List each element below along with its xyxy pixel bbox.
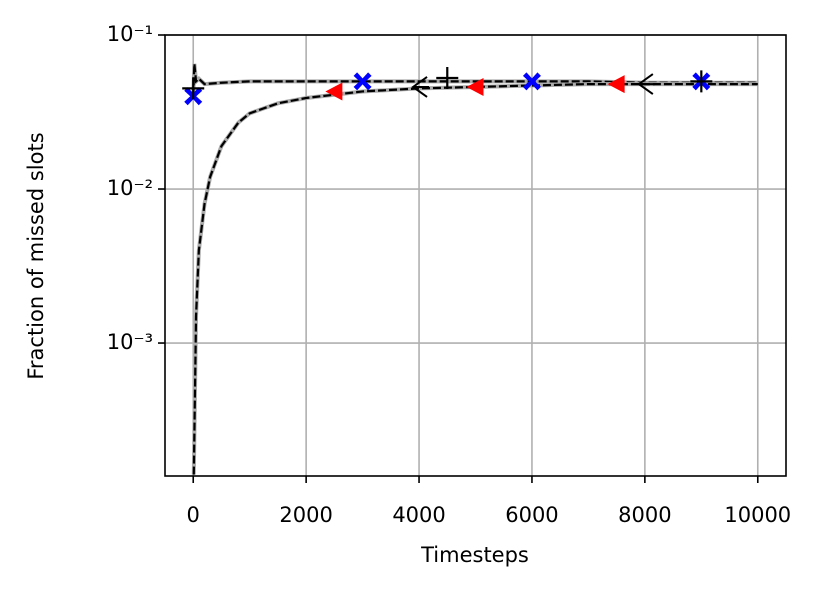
x-tick-label: 10000 (724, 503, 791, 527)
triangle-marker (325, 82, 343, 101)
x-marker (353, 72, 372, 91)
x-axis-label: Timesteps (420, 543, 529, 567)
y-tick-label: 10⁻¹ (107, 22, 153, 46)
y-tick-label: 10⁻³ (107, 330, 153, 354)
plot-frame (164, 34, 787, 477)
x-tick-label: 2000 (279, 503, 332, 527)
plus-marker (690, 70, 713, 93)
x-marker (522, 72, 541, 91)
plot-area (182, 63, 758, 475)
y-tick-label: 10⁻² (107, 176, 153, 200)
x-tick-label: 6000 (505, 503, 558, 527)
plus-marker (182, 77, 205, 100)
x-tick-label: 4000 (392, 503, 445, 527)
x-tick-label: 0 (187, 503, 200, 527)
triangle-marker (466, 77, 484, 96)
triangle-marker (607, 75, 625, 94)
tri-marker (637, 73, 655, 95)
plus-marker (436, 66, 459, 89)
x-tick-label: 8000 (618, 503, 671, 527)
tri-marker (411, 76, 430, 98)
line (192, 82, 758, 475)
y-axis-label: Fraction of missed slots (24, 132, 48, 379)
line-underlay (191, 82, 758, 475)
